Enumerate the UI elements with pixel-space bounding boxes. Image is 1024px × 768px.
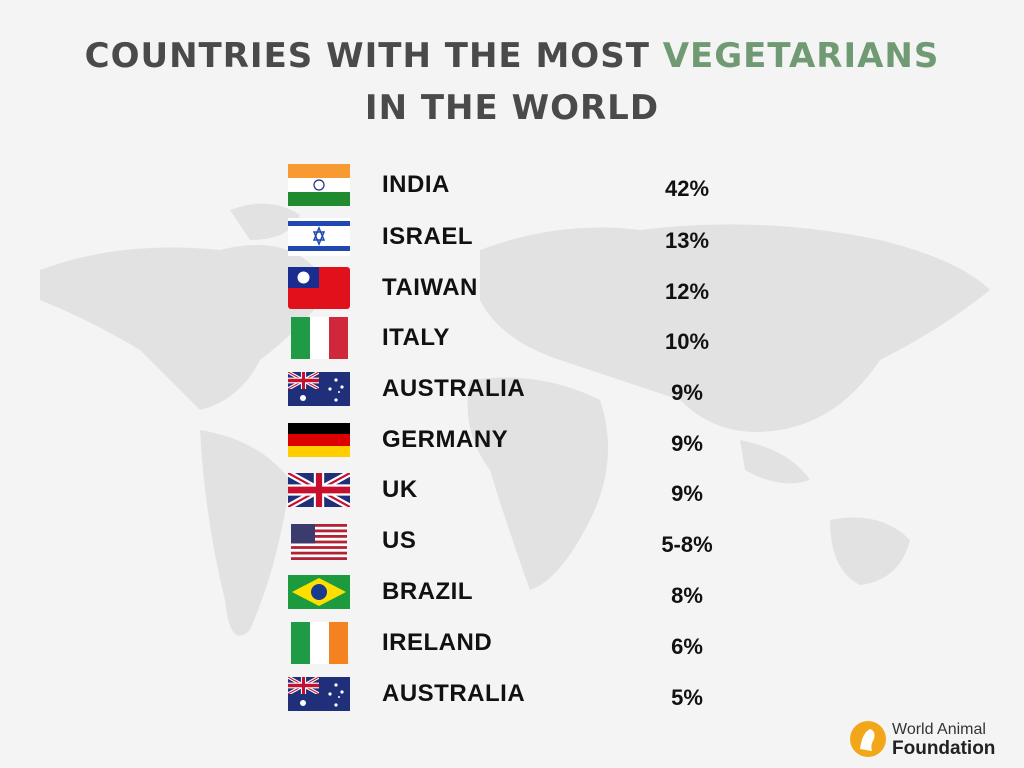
flag-india — [288, 164, 350, 206]
percentage: 8% — [671, 583, 703, 608]
flag-taiwan — [288, 267, 350, 309]
flag-israel — [288, 218, 350, 256]
percentage: 5% — [671, 685, 703, 710]
country: AUSTRALIA — [382, 375, 526, 402]
flag-australia — [288, 368, 350, 410]
row: US 5-8% — [288, 520, 748, 562]
country: INDIA — [382, 171, 450, 198]
logo-text: Foundation — [892, 738, 996, 759]
percentage: 42% — [664, 176, 710, 201]
title-text: IN THE WORLD — [364, 88, 660, 128]
country: UK — [382, 476, 418, 503]
logo: World Animal Foundation — [848, 715, 1018, 761]
percentage: 6% — [671, 634, 703, 659]
percentage: 9% — [671, 431, 703, 456]
flag-brazil — [288, 575, 350, 609]
country: TAIWAN — [382, 274, 478, 301]
country: US — [382, 527, 417, 554]
country: GERMANY — [382, 426, 509, 453]
percentage: 10% — [664, 329, 710, 354]
row: GERMANY 9% — [288, 419, 748, 461]
flag-ireland — [291, 622, 348, 664]
percentage: 12% — [664, 279, 710, 304]
percentage: 13% — [664, 228, 710, 253]
country: IRELAND — [382, 629, 493, 656]
title-text: COUNTRIES WITH THE MOST — [84, 36, 650, 76]
row: TAIWAN 12% — [288, 267, 748, 309]
row: AUSTRALIA 5% — [288, 673, 748, 715]
row: ITALY 10% — [288, 317, 748, 359]
flag-italy — [291, 317, 348, 359]
flag-uk — [288, 469, 350, 511]
flag-germany — [288, 423, 350, 457]
row: INDIA 42% — [288, 164, 748, 206]
row: AUSTRALIA 9% — [288, 368, 748, 410]
logo-text: World Animal — [892, 721, 986, 738]
logo-icon — [850, 721, 886, 757]
percentage: 9% — [671, 380, 703, 405]
title-highlight: VEGETARIANS — [662, 36, 940, 76]
row: IRELAND 6% — [288, 622, 748, 664]
country: ITALY — [382, 324, 450, 351]
row: UK 9% — [288, 469, 748, 511]
flag-us — [291, 524, 347, 560]
percentage: 5-8% — [661, 532, 713, 557]
flag-australia — [288, 673, 350, 715]
country: AUSTRALIA — [382, 680, 526, 707]
country: ISRAEL — [382, 223, 474, 250]
percentage: 9% — [671, 481, 703, 506]
row: ISRAEL 13% — [288, 216, 748, 258]
title: COUNTRIES WITH THE MOST VEGETARIANS IN TH… — [0, 30, 1024, 134]
row: BRAZIL 8% — [288, 571, 748, 613]
country: BRAZIL — [382, 578, 473, 605]
